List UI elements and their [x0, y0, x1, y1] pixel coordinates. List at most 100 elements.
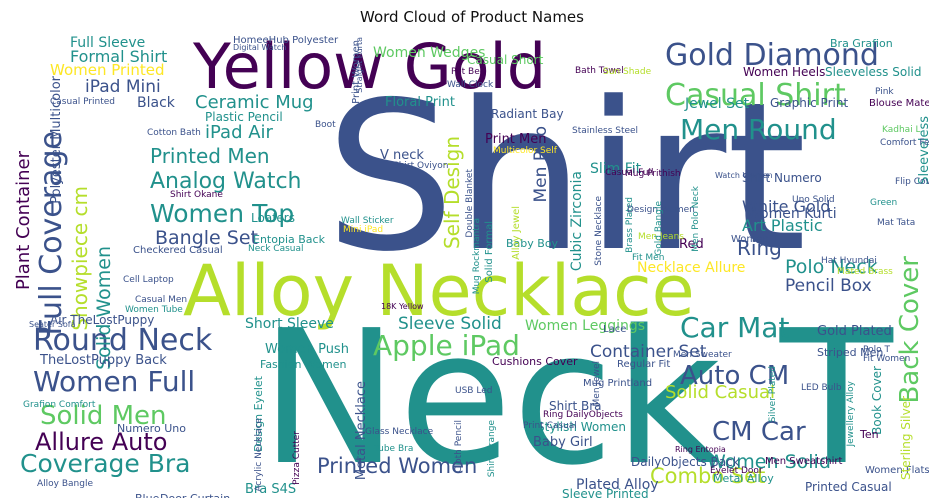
word-grafion-comfort: Grafion Comfort [23, 400, 96, 410]
word-polo-t: Polo T [863, 345, 890, 355]
word-dailyobjects-back: DailyObjects Back [631, 455, 740, 469]
word-neck-casual: Neck Casual [248, 244, 304, 254]
word-mini-ipad: Mini iPad [343, 225, 384, 235]
word-analog-watch: Analog Watch [150, 169, 302, 194]
word-plastic-pencil: Plastic Pencil [205, 110, 283, 124]
word-pink: Pink [875, 87, 894, 97]
word-black: Black [137, 95, 175, 111]
word-ceramic-mug: Ceramic Mug [195, 92, 314, 113]
word-hat-hyundai: Hat Hyundai [821, 256, 877, 266]
word-casual-men: Casual Men [135, 295, 188, 305]
word-entopia-back: Entopia Back [253, 233, 325, 246]
word-radiant-bay: Radiant Bay [491, 107, 564, 121]
word-ipad-air: iPad Air [205, 122, 273, 143]
word-women-flats: Women Flats [865, 465, 929, 476]
word-slim-fit: Slim Fit [590, 161, 642, 177]
word-women-printed: Women Printed [50, 61, 165, 79]
word-cloud-canvas: Shirt Neck T Alloy Necklace Yellow Gold Gold… [15, 36, 929, 498]
word-women-t: Women T [731, 234, 778, 245]
word-metal-alloy: Metal Alloy [713, 472, 774, 485]
word-v-neck: V neck [380, 148, 424, 163]
word-bra-grafion: Bra Grafion [830, 37, 893, 50]
word-mug-printland: Mug Printland [583, 378, 653, 389]
word-uno-solid: Uno Solid [792, 195, 835, 205]
word-floral-print: Floral Print [385, 95, 456, 110]
word-green: Green [870, 198, 898, 208]
word-sterling-silver: Sterling Silver [899, 396, 913, 481]
word-cell-laptop: Cell Laptop [123, 275, 174, 285]
word-round-neck: Round Neck [33, 323, 213, 358]
word-usb-led: USB Led [455, 386, 493, 396]
word-wall-clock: Wall Clock [447, 80, 494, 90]
word-blue: Blue [135, 493, 159, 498]
word-cloth-pencil: Cloth Pencil [454, 420, 464, 473]
word-short-sleeve: Short Sleeve [245, 316, 334, 332]
word-printed-women: Printed Women [317, 454, 478, 478]
word-women-heels: Women Heels [743, 65, 826, 79]
word-mug-prithish: Mug Prithish [625, 169, 681, 179]
word-pencil-box: Pencil Box [785, 276, 872, 296]
word-numero-uno: Numero Uno [117, 422, 186, 435]
word-necklace-allure: Necklace Allure [637, 260, 746, 276]
word-women-full: Women Full [33, 365, 196, 398]
word-formal-shirt: Formal Shirt [70, 47, 168, 66]
word-men-sweatshirt: Men Sweatshirt [765, 456, 843, 467]
word-striped-men: Striped Men [817, 346, 884, 359]
word-red: Red [679, 237, 704, 252]
word-design-women: Design Women [627, 205, 695, 215]
word-baby-boy: Baby Boy [506, 237, 559, 250]
word-printed-men: Printed Men [150, 144, 270, 168]
word-gold-plated: Gold Plated [817, 324, 892, 339]
word-alloy-jewel: Alloy Jewel [511, 206, 522, 260]
word-casual-printed: Casual Printed [50, 97, 116, 107]
word-solid-men: Solid Men [40, 401, 167, 431]
word-casual-full: Casual Full [605, 168, 654, 178]
word-kadhai-l: Kadhai L [882, 125, 921, 135]
word-printed-casual: Printed Casual [805, 480, 892, 494]
word-polo-neck: Polo Neck [785, 256, 878, 278]
word-bangle-set: Bangle Set [155, 227, 258, 249]
word-18k-yellow: 18K Yellow [381, 302, 424, 311]
word-tube-bra: Tube Bra [374, 444, 414, 454]
word-sleeveless-solid: Sleeveless Solid [825, 65, 922, 79]
word-wall-sticker: Wall Sticker [341, 216, 394, 226]
word-solid-women: Solid Women [93, 246, 115, 370]
word-plated-brass: Plated Brass [837, 267, 893, 277]
word-flip-cover: Flip Cover [895, 177, 929, 187]
word-led-bulb: LED Bulb [801, 383, 842, 393]
word-car-mat: Car Mat [680, 311, 790, 344]
word-cushions-cover: Cushions Cover [492, 355, 578, 368]
word-bra-s4s: Bra S4S [245, 482, 297, 497]
word-shirt: Shirt [325, 59, 807, 297]
word-book-cover: Book Cover [870, 366, 884, 435]
word-double-blanket: Double Blanket [465, 169, 475, 238]
word-men-polo-neck: Men Polo Neck [691, 186, 701, 252]
word-gold-bangle: Gold Bangle [654, 201, 664, 256]
word-women-kurti: Women Kurti [747, 206, 837, 222]
word-digital-watch: Digital Watch [233, 43, 287, 52]
word-silver-plated: Silver Plated [768, 366, 778, 423]
word-stainless-steel: Stainless Steel [572, 126, 639, 136]
word-eyelet-door: Eyelet Door [710, 466, 763, 476]
word-stylish-women: Stylish Women [537, 420, 626, 434]
word-glass-necklace: Glass Necklace [365, 427, 434, 437]
word-checkered-casual: Checkered Casual [133, 245, 223, 256]
word-allure-auto: Allure Auto [35, 428, 168, 456]
word-self-design: Self Design [440, 136, 464, 250]
word-sleeve-printed: Sleeve Printed [562, 487, 649, 498]
word-coverage-bra: Coverage Bra [20, 449, 191, 478]
word-shirt-okane: Shirt Okane [170, 190, 223, 200]
word-cotton-bath: Cotton Bath [147, 128, 201, 138]
word-ring-dailyobjects: Ring DailyObjects [543, 410, 623, 420]
word-alloy-bangle: Alloy Bangle [37, 479, 93, 489]
word-acrylic-necklace: Acrylic Necklace [254, 418, 264, 492]
word-fashion-women: Fashion Women [260, 358, 347, 371]
word-full-sleeve: Full Sleeve [70, 36, 146, 51]
word-door-curtain: Door Curtain [160, 493, 230, 498]
chart-title: Word Cloud of Product Names [360, 8, 584, 26]
word-mat-tata: Mat Tata [877, 218, 916, 228]
word-bath-towel: Bath Towel [575, 66, 624, 76]
word-jewellery-alloy: Jewellery Alloy [846, 381, 856, 447]
word-white-gold: White Gold [742, 197, 831, 216]
word-art-plastic: Art Plastic [742, 216, 823, 235]
